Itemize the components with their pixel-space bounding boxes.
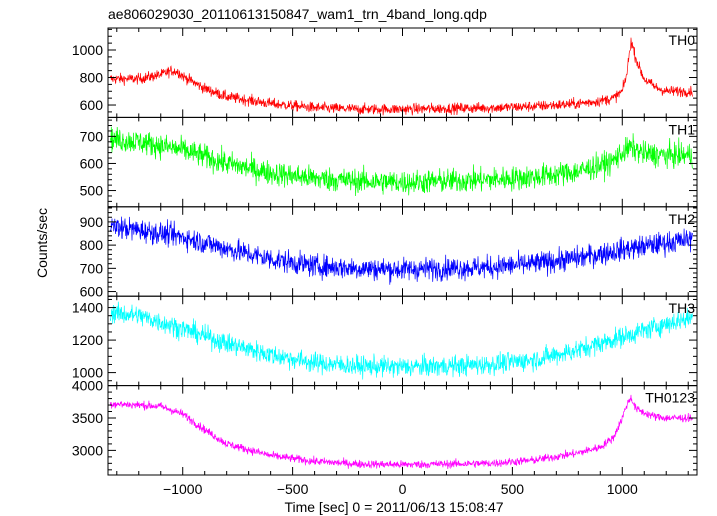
x-axis-label: Time [sec] 0 = 2011/06/13 15:08:47 bbox=[284, 499, 503, 515]
panel-th0123: 3000 3500 4000 TH0123 bbox=[72, 378, 698, 476]
x-tick-label: −1000 bbox=[163, 481, 203, 497]
chart-title: ae806029030_20110613150847_wam1_trn_4ban… bbox=[108, 6, 487, 22]
panel-label-th2: TH2 bbox=[669, 211, 696, 227]
panel-th3: 1000 1200 1400 TH3 bbox=[72, 295, 698, 387]
y-tick-label: 600 bbox=[80, 155, 104, 171]
panel-th2: 600 700 800 900 TH2 bbox=[80, 206, 698, 300]
y-tick-label: 3000 bbox=[72, 442, 103, 458]
panel-th0: 600 800 1000 TH0 bbox=[72, 27, 698, 118]
y-tick-label: 900 bbox=[80, 214, 104, 230]
panel-label-th0123: TH0123 bbox=[645, 390, 695, 406]
y-tick-label: 4000 bbox=[72, 378, 103, 394]
y-tick-label: 3500 bbox=[72, 410, 103, 426]
panel-label-th1: TH1 bbox=[669, 121, 696, 137]
series-line-th0123 bbox=[109, 394, 693, 470]
x-tick-label: 0 bbox=[399, 481, 407, 497]
panel-label-th3: TH3 bbox=[669, 300, 696, 316]
x-axis: −1000 −500 0 500 1000 bbox=[163, 481, 638, 497]
y-axis-label: Counts/sec bbox=[34, 208, 50, 278]
y-tick-label: 1200 bbox=[72, 332, 103, 348]
x-tick-label: −500 bbox=[277, 481, 309, 497]
series-line-th2 bbox=[109, 216, 693, 285]
panel-frame bbox=[107, 206, 698, 297]
y-tick-label: 500 bbox=[80, 183, 104, 199]
series-line-th3 bbox=[109, 301, 693, 380]
x-tick-label: 1000 bbox=[607, 481, 638, 497]
series-line-th1 bbox=[109, 126, 693, 197]
y-tick-label: 1000 bbox=[72, 42, 103, 58]
y-tick-label: 700 bbox=[80, 260, 104, 276]
y-tick-label: 700 bbox=[80, 128, 104, 144]
series-line-th0 bbox=[109, 37, 693, 116]
y-tick-label: 1400 bbox=[72, 300, 103, 316]
panels-group: 600 800 1000 TH0 500 600 700 TH1 600 700 800 900 TH2… bbox=[72, 27, 698, 476]
y-tick-label: 1000 bbox=[72, 365, 103, 381]
y-tick-label: 600 bbox=[80, 97, 104, 113]
y-tick-label: 800 bbox=[80, 70, 104, 86]
x-tick-label: 500 bbox=[501, 481, 525, 497]
panel-th1: 500 600 700 TH1 bbox=[80, 116, 698, 208]
y-tick-label: 800 bbox=[80, 237, 104, 253]
panel-label-th0: TH0 bbox=[669, 32, 696, 48]
y-tick-label: 600 bbox=[80, 284, 104, 300]
